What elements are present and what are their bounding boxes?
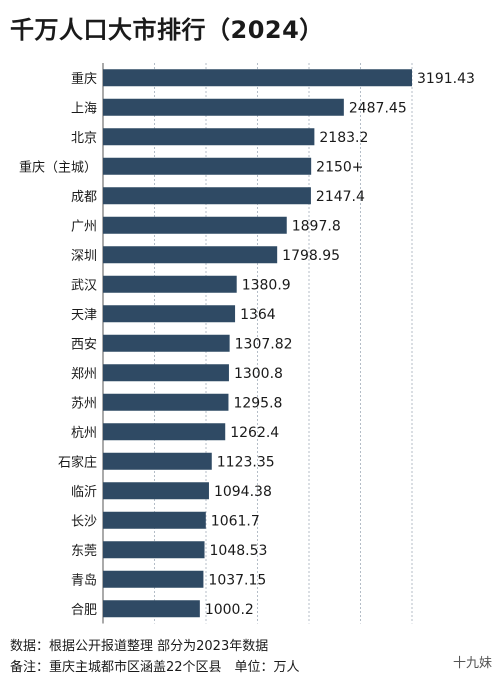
category-label: 天津 [71,308,97,323]
bar [103,305,236,323]
category-label: 合肥 [71,603,97,618]
category-label: 北京 [71,131,97,146]
bar [103,393,229,411]
value-label: 1798.95 [282,248,340,264]
category-label: 临沂 [71,485,97,500]
bar [103,98,344,116]
bar [103,275,237,293]
category-label: 上海 [71,101,97,116]
value-label: 2487.45 [349,100,407,116]
category-label: 成都 [71,190,97,205]
value-label: 1061.7 [211,513,260,529]
category-label: 苏州 [71,395,97,411]
data-source-note: 数据：根据公开报道整理 部分为2023年数据 [10,639,269,654]
value-label: 2150+ [316,159,363,175]
bar [103,570,204,588]
category-label: 郑州 [71,367,97,382]
bar [103,482,209,500]
category-label: 青岛 [71,572,97,588]
category-label: 深圳 [71,249,97,264]
value-label: 1295.8 [233,395,282,411]
category-label: 长沙 [71,514,97,529]
bar [103,541,205,559]
value-label: 1262.4 [230,425,279,441]
bar [103,128,315,146]
value-label: 1123.35 [217,454,275,470]
bar [103,364,229,382]
category-label: 重庆（主城） [19,159,97,175]
value-label: 3191.43 [417,71,475,87]
bar [103,246,278,264]
value-label: 1380.9 [242,277,291,293]
bar [103,69,412,87]
bar [103,334,230,352]
bar [103,157,312,175]
value-label: 2147.4 [316,189,365,205]
value-label: 1048.53 [210,543,268,559]
chart-title: 千万人口大市排行（2024） [10,16,324,44]
bar [103,187,311,205]
category-label: 重庆 [71,71,97,87]
category-label: 西安 [71,337,97,352]
value-label: 1300.8 [234,366,283,382]
bar [103,600,200,618]
category-label: 东莞 [71,544,97,559]
value-label: 2183.2 [319,130,368,146]
value-label: 1094.38 [214,484,272,500]
bar [103,423,226,441]
category-label: 石家庄 [58,454,97,470]
remark-note: 备注：重庆主城都市区涵盖22个区县 单位：万人 [10,660,300,675]
bar [103,216,287,234]
bar [103,452,212,470]
value-label: 1897.8 [292,218,341,234]
value-label: 1037.15 [208,572,266,588]
category-label: 武汉 [71,278,97,293]
value-label: 1364 [240,307,276,323]
watermark-label: 十九妹 [452,656,492,671]
value-label: 1307.82 [235,336,293,352]
category-label: 广州 [71,219,97,234]
value-label: 1000.2 [205,602,254,618]
bar [103,511,206,529]
category-label: 杭州 [71,426,97,441]
